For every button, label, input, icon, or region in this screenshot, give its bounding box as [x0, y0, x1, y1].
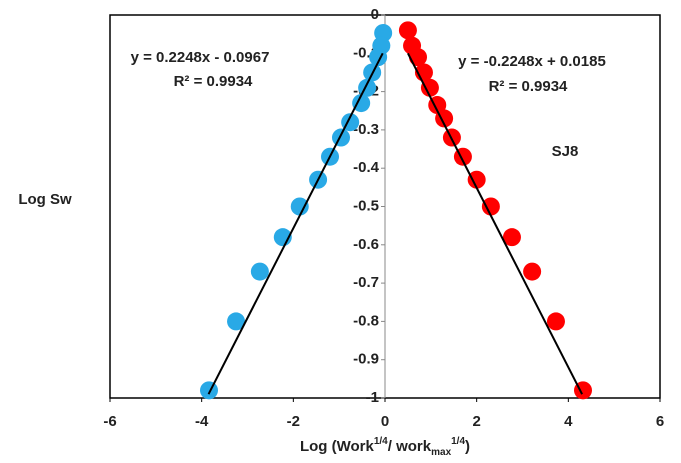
x-tick-label: 6 — [656, 413, 664, 430]
point — [369, 48, 388, 67]
point — [502, 228, 521, 247]
point — [352, 94, 371, 113]
x-tick-label: 2 — [472, 413, 480, 430]
point — [481, 197, 500, 216]
y-tick-label: -0.5 — [353, 197, 379, 214]
annotation: R² = 0.9934 — [174, 73, 253, 90]
y-tick-label: -0.6 — [353, 236, 379, 253]
annotation: y = 0.2248x - 0.0967 — [131, 49, 270, 66]
x-label-part: Log (Work — [300, 438, 375, 455]
point — [467, 170, 486, 189]
x-label-part: ) — [465, 438, 470, 455]
x-tick-label: -4 — [195, 413, 209, 430]
point — [398, 21, 417, 40]
annotation: y = -0.2248x + 0.0185 — [458, 53, 606, 70]
point — [200, 381, 218, 400]
point — [332, 128, 350, 147]
y-tick-label: -0.7 — [353, 274, 379, 291]
x-label-part: max — [431, 447, 451, 458]
y-tick-label: -0.3 — [353, 121, 379, 138]
x-tick-label: 0 — [381, 413, 389, 430]
y-tick-label: 0 — [371, 6, 379, 23]
y-tick-label: -0.4 — [353, 159, 380, 176]
y-tick-label: -1 — [366, 389, 379, 406]
y-tick-label: -0.9 — [353, 351, 379, 368]
point — [523, 262, 542, 281]
point — [250, 262, 269, 281]
point — [227, 312, 246, 331]
point — [409, 48, 427, 67]
x-label-part: 1/4 — [451, 436, 465, 447]
trendline — [207, 52, 384, 395]
y-tick-label: -0.8 — [353, 312, 379, 329]
trendline — [407, 52, 583, 395]
point — [420, 78, 439, 97]
x-label-part: 1/4 — [374, 436, 388, 447]
annotation: SJ8 — [552, 143, 579, 160]
x-tick-label: -6 — [103, 413, 116, 430]
x-tick-label: 4 — [564, 413, 573, 430]
annotation: R² = 0.9934 — [489, 78, 568, 95]
x-tick-label: -2 — [287, 413, 300, 430]
point — [546, 312, 565, 331]
x-axis-label: Log (Work1/4/ workmax1/4) — [300, 436, 470, 458]
x-label-part: / work — [388, 438, 432, 455]
y-axis-label: Log Sw — [18, 191, 72, 208]
point — [290, 197, 309, 216]
